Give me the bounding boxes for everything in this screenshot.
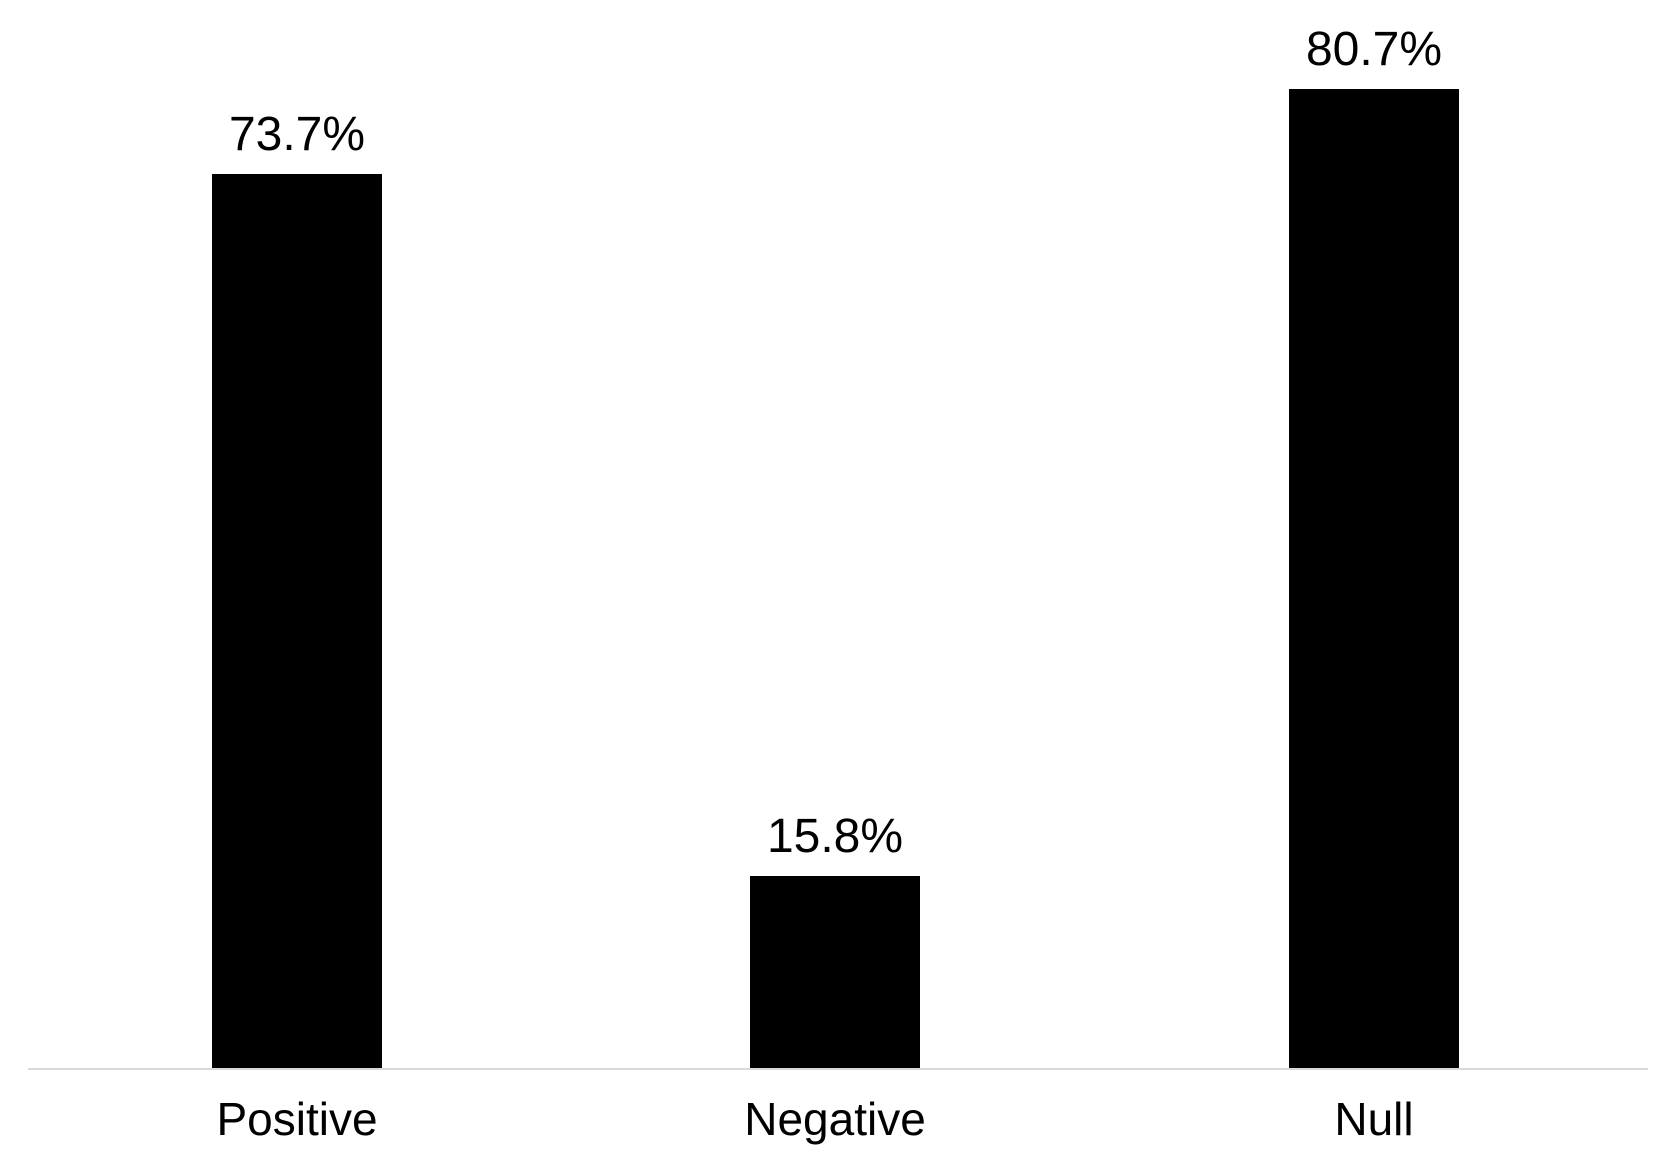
bar-value-label-null: 80.7% (1305, 23, 1443, 76)
x-axis-line (28, 1068, 1648, 1070)
bar-value-label-negative: 15.8% (766, 810, 904, 863)
bar-group-positive: 73.7% (187, 111, 407, 1068)
x-tick-label-negative: Negative (744, 1093, 926, 1145)
bar-value-label-positive: 73.7% (228, 108, 366, 161)
bar-null (1289, 89, 1459, 1068)
bar-group-null: 80.7% (1264, 26, 1484, 1068)
bar-group-negative: 15.8% (725, 813, 945, 1068)
bar-positive (212, 174, 382, 1068)
bar-negative (750, 876, 920, 1068)
x-tick-label-positive: Positive (216, 1093, 378, 1145)
x-tick-label-null: Null (1334, 1093, 1414, 1145)
